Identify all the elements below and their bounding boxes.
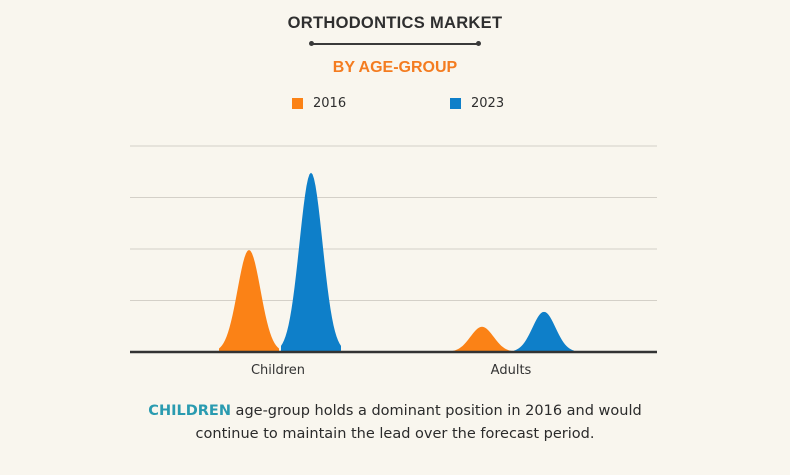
divider-dot-right	[476, 41, 481, 46]
peak-adults-2023	[514, 311, 574, 352]
legend-item-2016: 2016	[292, 96, 346, 111]
caption-highlight: CHILDREN	[148, 403, 231, 419]
legend-label-2023: 2023	[471, 96, 505, 111]
peak-adults-2016	[452, 326, 512, 352]
chart-title: ORTHODONTICS MARKET	[287, 14, 503, 32]
title-divider	[309, 39, 481, 49]
divider-dot-left	[309, 41, 314, 46]
peak-children-2023	[281, 172, 341, 352]
legend-swatch-2023	[450, 98, 461, 109]
peak-children-2016	[219, 250, 279, 352]
divider-line	[311, 43, 479, 45]
caption-text: age-group holds a dominant position in 2…	[195, 403, 642, 442]
chart-subtitle: BY AGE-GROUP	[332, 59, 458, 76]
legend-label-2016: 2016	[313, 96, 347, 111]
chart-caption: CHILDREN age-group holds a dominant posi…	[120, 400, 670, 446]
x-tick-label-adults: Adults	[491, 363, 532, 378]
legend-item-2023: 2023	[450, 96, 504, 111]
x-tick-label-children: Children	[251, 363, 305, 378]
legend-swatch-2016	[292, 98, 303, 109]
